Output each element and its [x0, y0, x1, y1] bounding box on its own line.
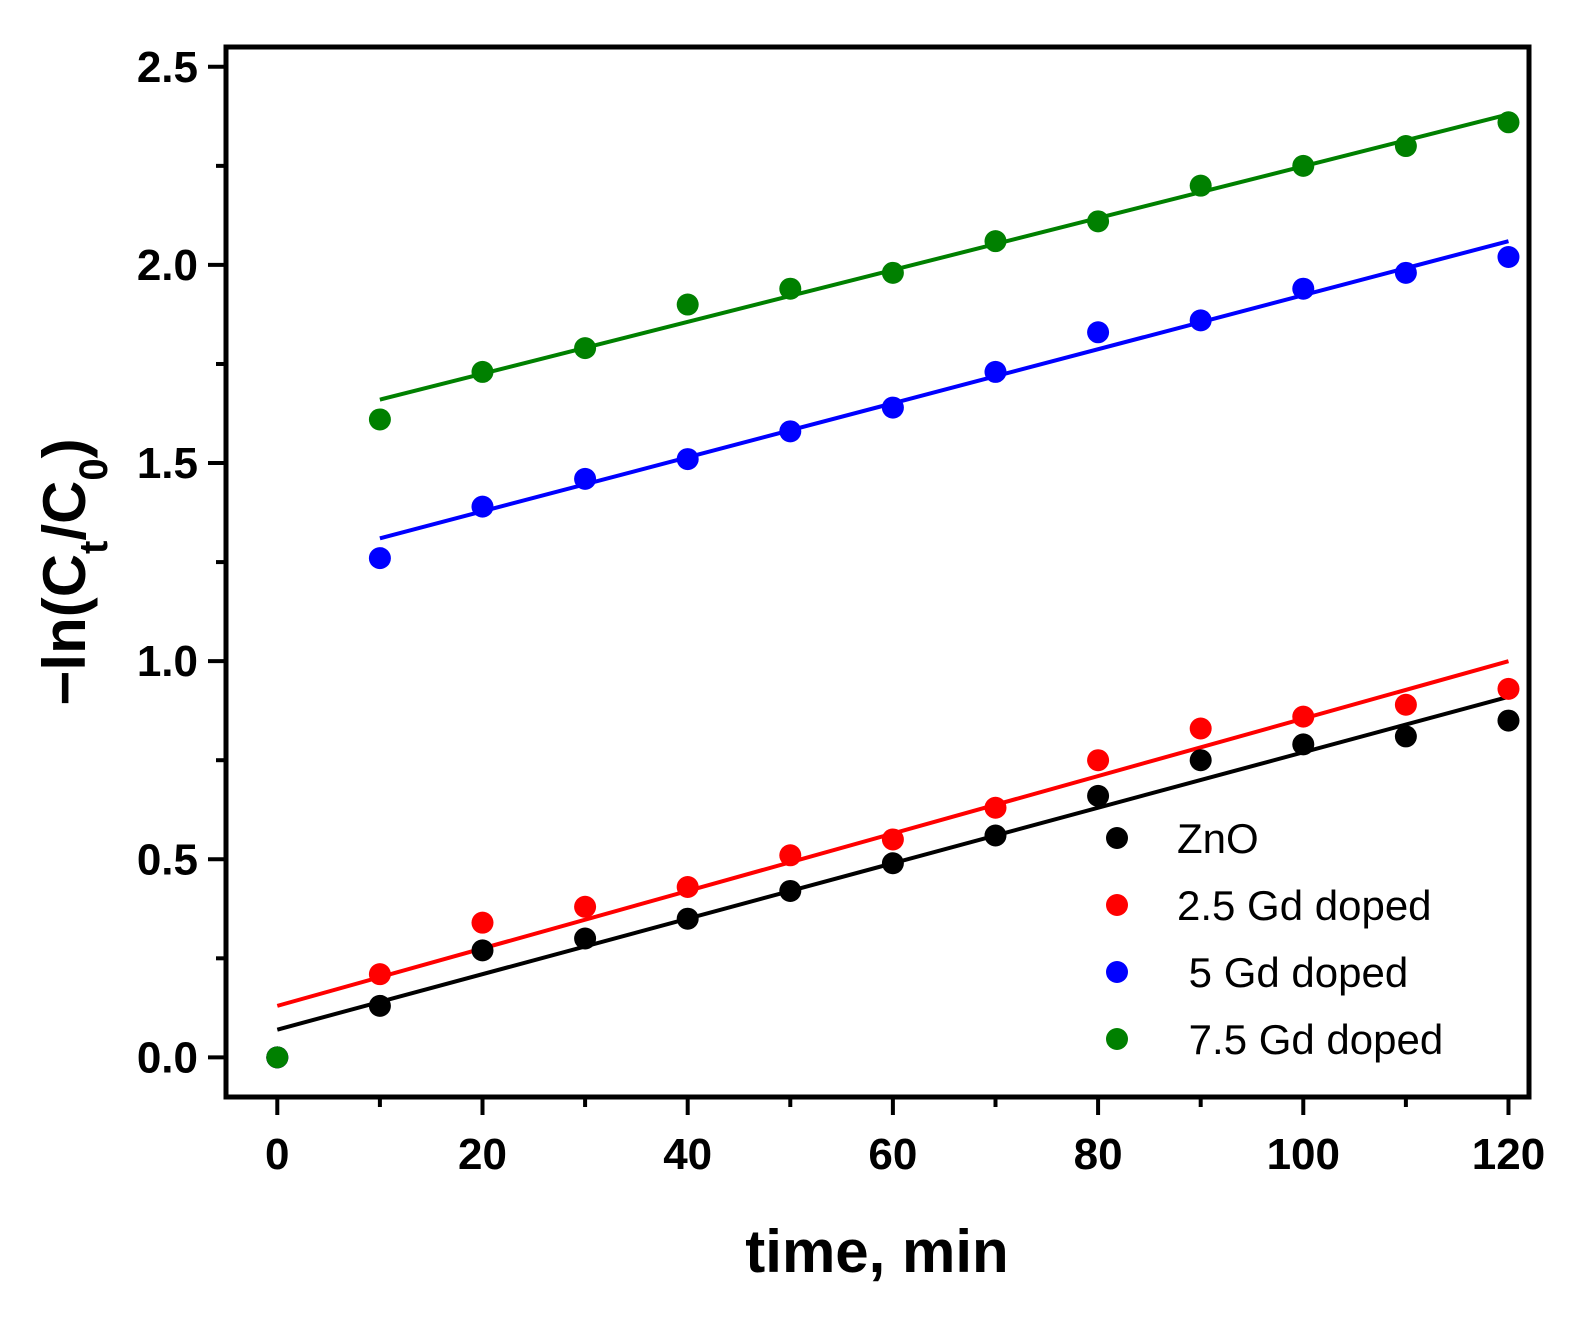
- series-2-point: [1497, 246, 1520, 268]
- series-1-point: [368, 963, 391, 986]
- series-1-point: [881, 828, 904, 851]
- ticks-layer: 0 20 40 60 80 100 120 0.0 0.5 1.0 1.5 2.0 2.5: [137, 43, 1545, 1179]
- series-2-point: [676, 448, 699, 471]
- y-axis-title: −ln(Ct/C0): [31, 438, 116, 705]
- marks-layer: [266, 111, 1520, 1069]
- legend: ZnO 2.5 Gd doped 5 Gd doped 7.5 Gd doped: [1106, 815, 1443, 1063]
- x-tick-label: 120: [1472, 1130, 1545, 1179]
- series-3-point: [471, 360, 494, 383]
- series-0-point: [984, 824, 1007, 847]
- series-3-point: [1394, 135, 1417, 158]
- x-tick-label: 40: [663, 1130, 712, 1179]
- x-tick-label: 80: [1074, 1130, 1123, 1179]
- series-2-point: [1394, 261, 1417, 284]
- series-1-point: [1189, 717, 1212, 740]
- y-axis-title-suffix: ): [31, 438, 98, 458]
- legend-label: 7.5 Gd doped: [1177, 1016, 1443, 1063]
- series-2-point: [881, 396, 904, 419]
- series-3-point: [1292, 154, 1315, 177]
- series-3-point: [1497, 111, 1520, 134]
- x-axis-title: time, min: [745, 1218, 1008, 1285]
- series-2-point: [1292, 277, 1315, 300]
- series-2-point: [574, 467, 597, 490]
- series-1-point: [984, 796, 1007, 819]
- series-0-point: [368, 994, 391, 1017]
- series-2-point: [779, 420, 802, 443]
- y-axis-title-sub2: 0: [72, 458, 116, 480]
- series-3-point: [266, 1046, 289, 1069]
- y-tick-label: 1.5: [137, 439, 198, 488]
- series-3-point: [779, 277, 802, 300]
- y-axis-title-sub1: t: [72, 541, 116, 554]
- series-1-point: [779, 844, 802, 867]
- y-axis-title-prefix: −ln(C: [31, 554, 98, 706]
- series-2-point: [1087, 321, 1110, 344]
- legend-marker: [1106, 1028, 1128, 1050]
- series-3-point: [1087, 210, 1110, 233]
- legend-label: 2.5 Gd doped: [1177, 882, 1432, 929]
- series-1-point: [1497, 677, 1520, 700]
- y-tick-label: 0.5: [137, 835, 198, 884]
- series-2-point: [1189, 309, 1212, 332]
- x-tick-label: 20: [458, 1130, 507, 1179]
- y-axis-title-mid: /C: [31, 481, 98, 541]
- y-tick-label: 1.0: [137, 637, 198, 686]
- x-tick-label: 0: [265, 1130, 289, 1179]
- series-3-point: [881, 261, 904, 284]
- series-1-point: [1087, 749, 1110, 772]
- series-0-point: [574, 927, 597, 950]
- series-0-point: [1189, 749, 1212, 772]
- series-2-fit-line: [379, 239, 1509, 541]
- series-0-point: [1394, 725, 1417, 748]
- series-2-point: [471, 495, 494, 518]
- series-3-point: [676, 293, 699, 316]
- series-3-point: [1189, 174, 1212, 197]
- series-3-point: [574, 337, 597, 360]
- series-0-point: [1292, 733, 1315, 756]
- x-tick-label: 60: [868, 1130, 917, 1179]
- y-tick-label: 0.0: [137, 1033, 198, 1082]
- series-1-point: [1292, 705, 1315, 728]
- y-tick-label: 2.0: [137, 241, 198, 290]
- legend-marker: [1106, 894, 1128, 916]
- series-1-point: [471, 911, 494, 934]
- legend-marker: [1106, 827, 1128, 849]
- series-0-point: [1497, 709, 1520, 732]
- x-tick-label: 100: [1267, 1130, 1340, 1179]
- series-2-point: [984, 360, 1007, 383]
- series-0-point: [1087, 784, 1110, 807]
- series-3-fit-line: [379, 112, 1509, 402]
- legend-label: ZnO: [1177, 815, 1259, 862]
- series-1-point: [1394, 693, 1417, 716]
- plot-frame: [223, 44, 1532, 1100]
- series-2-point: [368, 547, 391, 570]
- series-0-point: [471, 939, 494, 962]
- series-3-point: [984, 230, 1007, 253]
- y-tick-label: 2.5: [137, 43, 198, 92]
- series-3-point: [368, 408, 391, 431]
- series-1-point: [574, 895, 597, 918]
- series-1-point: [676, 876, 699, 898]
- series-0-point: [779, 879, 802, 902]
- series-0-point: [676, 907, 699, 930]
- legend-marker: [1106, 961, 1128, 983]
- series-0-point: [881, 852, 904, 875]
- legend-label: 5 Gd doped: [1177, 949, 1408, 996]
